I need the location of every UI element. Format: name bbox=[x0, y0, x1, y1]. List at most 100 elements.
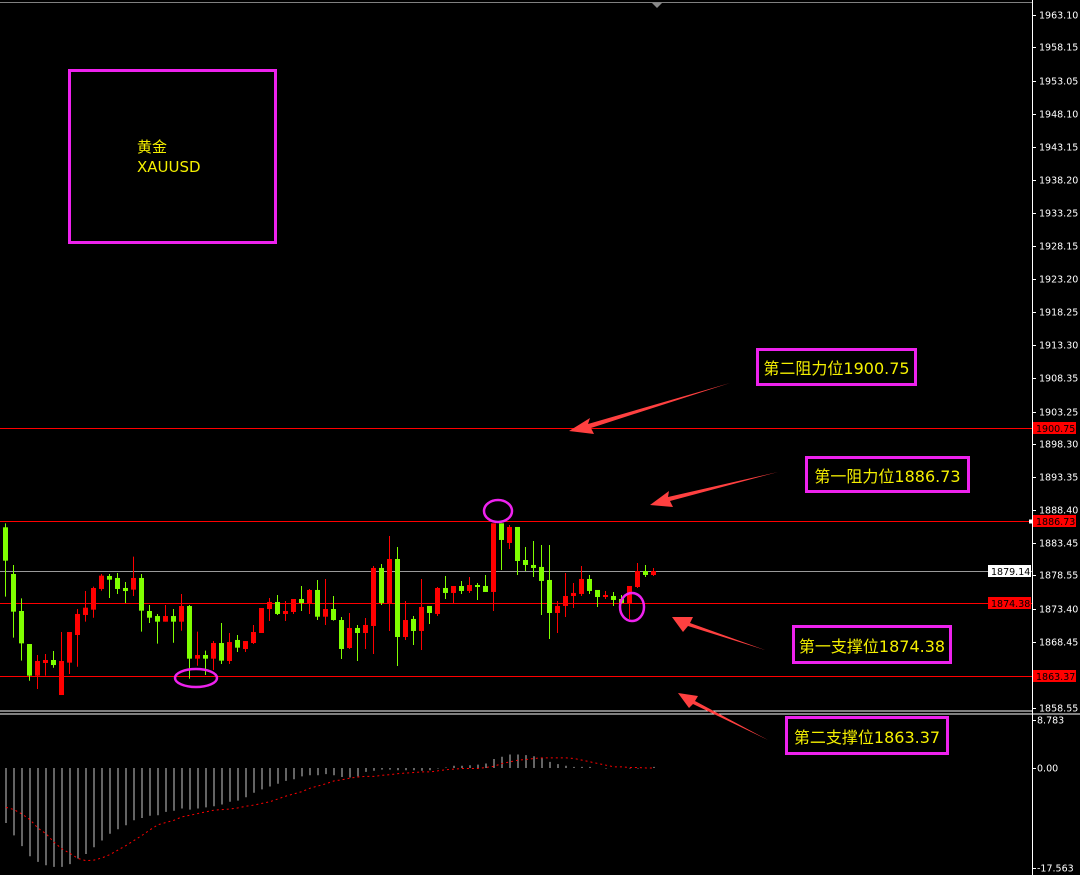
candle bbox=[651, 567, 656, 576]
candle-body bbox=[275, 601, 280, 614]
candle-body bbox=[403, 620, 408, 637]
candle bbox=[403, 600, 408, 640]
y-tick-label: 1903.25 bbox=[1039, 408, 1078, 419]
candle bbox=[371, 565, 376, 654]
level-price-label: 1900.75 bbox=[1036, 424, 1075, 435]
candle bbox=[259, 608, 264, 634]
candle-body bbox=[227, 642, 232, 661]
y-tick-label: 1868.45 bbox=[1039, 638, 1078, 649]
candle-body bbox=[147, 610, 152, 618]
candle-body bbox=[355, 627, 360, 634]
candle bbox=[411, 615, 416, 646]
candle bbox=[283, 600, 288, 622]
support-touch-ellipse bbox=[618, 591, 646, 623]
candle bbox=[475, 583, 480, 600]
y-tick-label: 1918.25 bbox=[1039, 308, 1078, 319]
candle bbox=[187, 605, 192, 679]
candle bbox=[163, 605, 168, 622]
candle bbox=[611, 591, 616, 606]
candle-body bbox=[67, 632, 72, 663]
support-1-label: 第一支撑位1874.38 bbox=[792, 625, 952, 664]
y-tick-label: 1913.30 bbox=[1039, 341, 1078, 352]
candle-body bbox=[651, 571, 656, 575]
candle bbox=[499, 523, 504, 570]
candle-body bbox=[579, 578, 584, 594]
candle-body bbox=[99, 575, 104, 589]
candle-body bbox=[643, 571, 648, 575]
y-tick-label: 1933.25 bbox=[1039, 209, 1078, 220]
candle-body bbox=[547, 579, 552, 613]
candle bbox=[75, 609, 80, 667]
candle-body bbox=[91, 587, 96, 610]
candle bbox=[491, 523, 496, 611]
candle-body bbox=[243, 641, 248, 649]
candle-body bbox=[291, 598, 296, 612]
candle-body bbox=[283, 610, 288, 614]
candle bbox=[243, 641, 248, 653]
candle-body bbox=[523, 560, 528, 565]
candle-body bbox=[259, 608, 264, 634]
macd-tick-label: -17.563 bbox=[1037, 864, 1074, 875]
candle-body bbox=[347, 627, 352, 648]
candle-body bbox=[83, 607, 88, 615]
macd-tick-label: 8.783 bbox=[1037, 716, 1064, 727]
candle bbox=[435, 586, 440, 616]
candle bbox=[571, 583, 576, 609]
candle-body bbox=[435, 587, 440, 614]
level-line-handle[interactable] bbox=[1029, 519, 1033, 524]
y-tick-label: 1893.35 bbox=[1039, 473, 1078, 484]
candle bbox=[3, 523, 8, 597]
candle bbox=[171, 609, 176, 643]
candle-body bbox=[35, 660, 40, 676]
candle bbox=[35, 655, 40, 690]
arrow-icon bbox=[672, 617, 765, 650]
candle bbox=[227, 633, 232, 664]
high-marker-ellipse bbox=[482, 498, 514, 524]
candle bbox=[603, 590, 608, 599]
current-price-label-bg bbox=[988, 565, 1031, 577]
y-tick-label: 1948.10 bbox=[1039, 110, 1078, 121]
low-marker-ellipse bbox=[173, 667, 219, 689]
candle-body bbox=[371, 567, 376, 626]
y-tick-label: 1923.20 bbox=[1039, 275, 1078, 286]
candle bbox=[547, 544, 552, 639]
candle bbox=[595, 589, 600, 607]
candle-body bbox=[635, 571, 640, 587]
candle bbox=[555, 600, 560, 634]
support-2-label: 第二支撑位1863.37 bbox=[785, 716, 949, 755]
candle-body bbox=[131, 577, 136, 590]
candle-body bbox=[163, 616, 168, 622]
level-price-label-bg bbox=[1033, 422, 1076, 434]
y-tick-label: 1878.55 bbox=[1039, 571, 1078, 582]
level-price-label-bg bbox=[988, 597, 1031, 609]
current-price-label: 1879.14 bbox=[991, 567, 1030, 578]
candle-body bbox=[315, 589, 320, 617]
candle-body bbox=[155, 616, 160, 622]
candle-body bbox=[251, 632, 256, 644]
candle-body bbox=[379, 567, 384, 603]
candle bbox=[267, 597, 272, 622]
candle-body bbox=[459, 585, 464, 591]
chart-shift-marker-icon[interactable] bbox=[652, 3, 662, 8]
symbol-annotation-box: 黄金 XAUUSD bbox=[68, 69, 277, 244]
candle-body bbox=[3, 527, 8, 561]
candle bbox=[579, 565, 584, 597]
candle-body bbox=[203, 655, 208, 659]
candle-body bbox=[211, 643, 216, 659]
candle bbox=[139, 573, 144, 632]
candle bbox=[99, 573, 104, 591]
candle bbox=[27, 644, 32, 681]
candle-body bbox=[555, 605, 560, 613]
candle bbox=[531, 540, 536, 577]
candle bbox=[115, 572, 120, 595]
candle bbox=[235, 635, 240, 653]
arrow-icon bbox=[650, 472, 778, 507]
candle bbox=[395, 547, 400, 666]
y-tick-label: 1928.15 bbox=[1039, 242, 1078, 253]
candle-body bbox=[43, 660, 48, 663]
macd-tick-label: 0.00 bbox=[1037, 764, 1058, 775]
candle-body bbox=[307, 589, 312, 604]
arrow-icon bbox=[569, 383, 730, 434]
candle bbox=[131, 556, 136, 597]
